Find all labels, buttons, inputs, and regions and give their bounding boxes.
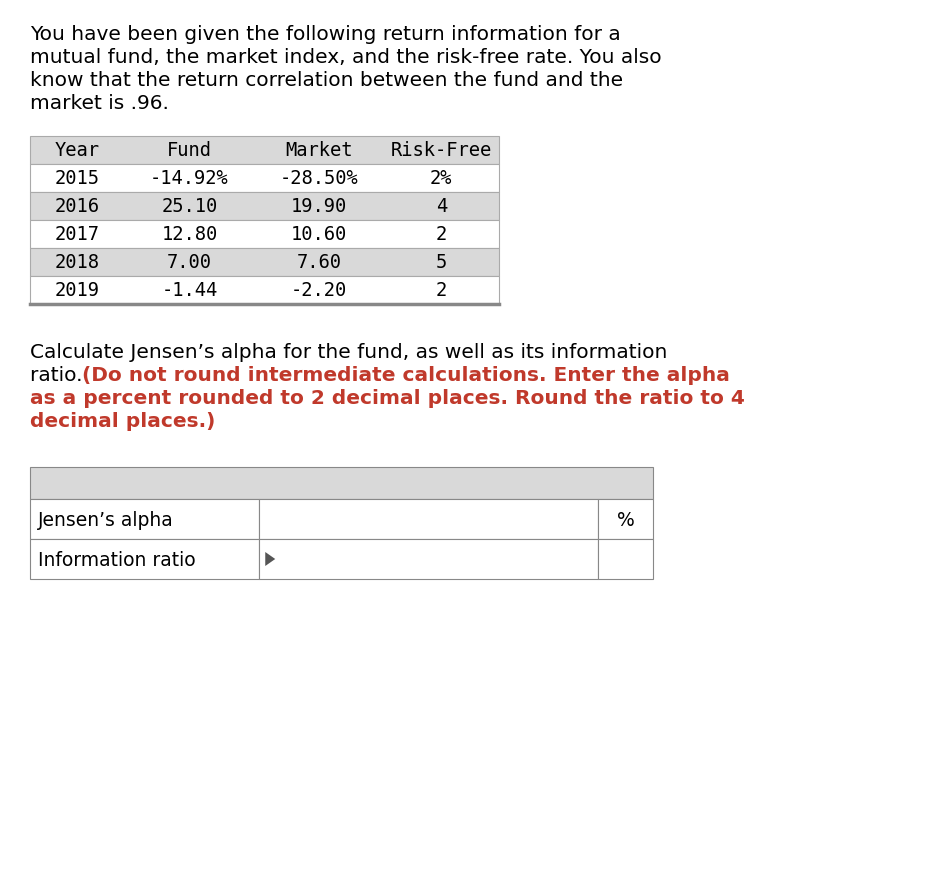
Bar xyxy=(30,136,498,165)
Text: -28.50%: -28.50% xyxy=(280,169,359,189)
Text: 12.80: 12.80 xyxy=(161,225,217,244)
Text: Market: Market xyxy=(286,142,353,160)
Text: Jensen’s alpha: Jensen’s alpha xyxy=(38,510,174,529)
Bar xyxy=(30,249,498,276)
Bar xyxy=(30,540,259,580)
Text: 4: 4 xyxy=(436,197,447,216)
Text: 2016: 2016 xyxy=(55,197,100,216)
Text: 2018: 2018 xyxy=(55,253,100,272)
Text: Risk-Free: Risk-Free xyxy=(391,142,492,160)
Text: market is .96.: market is .96. xyxy=(30,94,169,113)
Text: decimal places.): decimal places.) xyxy=(30,412,215,430)
Text: -1.44: -1.44 xyxy=(161,282,217,300)
Text: mutual fund, the market index, and the risk-free rate. You also: mutual fund, the market index, and the r… xyxy=(30,48,661,67)
Bar xyxy=(259,540,598,580)
Text: 2: 2 xyxy=(436,225,447,244)
Bar xyxy=(598,500,653,540)
Bar xyxy=(30,500,259,540)
Bar xyxy=(30,276,498,305)
Text: Fund: Fund xyxy=(167,142,212,160)
Bar xyxy=(30,468,653,500)
Text: %: % xyxy=(617,510,635,529)
Text: know that the return correlation between the fund and the: know that the return correlation between… xyxy=(30,71,623,90)
Text: 7.00: 7.00 xyxy=(167,253,212,272)
Text: 10.60: 10.60 xyxy=(291,225,347,244)
Text: 5: 5 xyxy=(436,253,447,272)
Text: Year: Year xyxy=(55,142,100,160)
Bar xyxy=(30,221,498,249)
Bar xyxy=(259,500,598,540)
Text: ratio.: ratio. xyxy=(30,366,89,385)
Bar xyxy=(30,193,498,221)
Text: 25.10: 25.10 xyxy=(161,197,217,216)
Text: 2019: 2019 xyxy=(55,282,100,300)
Text: 2017: 2017 xyxy=(55,225,100,244)
Text: 2: 2 xyxy=(436,282,447,300)
Text: 7.60: 7.60 xyxy=(297,253,342,272)
Text: 19.90: 19.90 xyxy=(291,197,347,216)
Text: -2.20: -2.20 xyxy=(291,282,347,300)
Text: Calculate Jensen’s alpha for the fund, as well as its information: Calculate Jensen’s alpha for the fund, a… xyxy=(30,342,667,362)
Text: (Do not round intermediate calculations. Enter the alpha: (Do not round intermediate calculations.… xyxy=(82,366,730,385)
Bar xyxy=(30,165,498,193)
Text: -14.92%: -14.92% xyxy=(150,169,229,189)
Text: 2%: 2% xyxy=(430,169,453,189)
Bar xyxy=(598,540,653,580)
Text: Information ratio: Information ratio xyxy=(38,550,195,569)
Polygon shape xyxy=(266,553,275,567)
Text: 2015: 2015 xyxy=(55,169,100,189)
Text: You have been given the following return information for a: You have been given the following return… xyxy=(30,25,621,44)
Text: as a percent rounded to 2 decimal places. Round the ratio to 4: as a percent rounded to 2 decimal places… xyxy=(30,388,745,408)
